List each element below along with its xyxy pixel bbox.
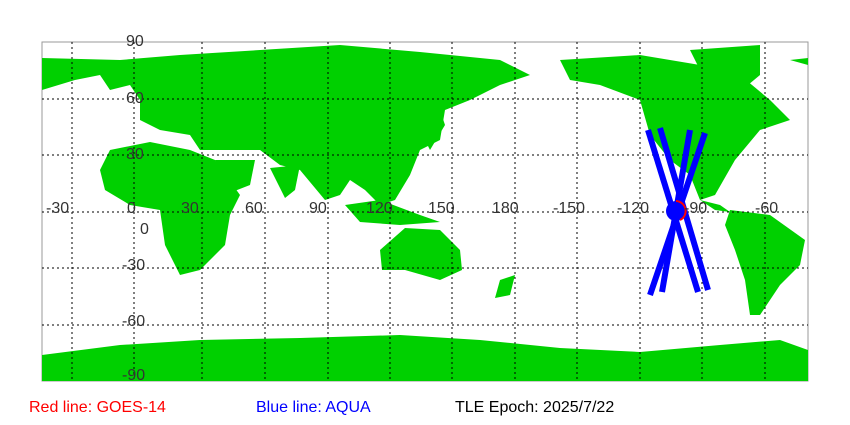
lat-label: 90 bbox=[126, 33, 144, 50]
lon-label: 150 bbox=[428, 200, 455, 217]
tle-epoch: TLE Epoch: 2025/7/22 bbox=[455, 399, 615, 416]
lat-label: -90 bbox=[122, 367, 145, 384]
lon-label: -90 bbox=[684, 200, 707, 217]
lon-label: -60 bbox=[755, 200, 778, 217]
latitude-labels: 90 60 30 0 -30 -60 -90 bbox=[122, 33, 149, 384]
lon-label: 0 bbox=[127, 200, 136, 217]
lon-label: -150 bbox=[553, 200, 585, 217]
lon-label: -30 bbox=[46, 200, 69, 217]
lon-label: 30 bbox=[181, 200, 199, 217]
land bbox=[42, 45, 808, 381]
legend-blue-line: Blue line: AQUA bbox=[256, 399, 371, 416]
lon-label: 90 bbox=[309, 200, 327, 217]
lon-label: 180 bbox=[492, 200, 519, 217]
lat-label: -60 bbox=[122, 313, 145, 330]
graticule bbox=[42, 42, 808, 381]
goes-14-track bbox=[675, 200, 687, 221]
longitude-labels: -30 0 30 60 90 120 150 180 -150 -120 -90… bbox=[46, 200, 778, 217]
legend-red-line: Red line: GOES-14 bbox=[29, 399, 166, 416]
lon-label: 60 bbox=[245, 200, 263, 217]
lat-label: 0 bbox=[140, 221, 149, 238]
lat-label: 60 bbox=[126, 90, 144, 107]
lon-label: 120 bbox=[366, 200, 393, 217]
lon-label: -120 bbox=[617, 200, 649, 217]
aqua-position-marker bbox=[666, 201, 686, 221]
lat-label: 30 bbox=[126, 146, 144, 163]
lat-label: -30 bbox=[122, 257, 145, 274]
